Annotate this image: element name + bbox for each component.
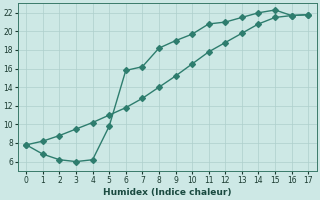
X-axis label: Humidex (Indice chaleur): Humidex (Indice chaleur) (103, 188, 231, 197)
